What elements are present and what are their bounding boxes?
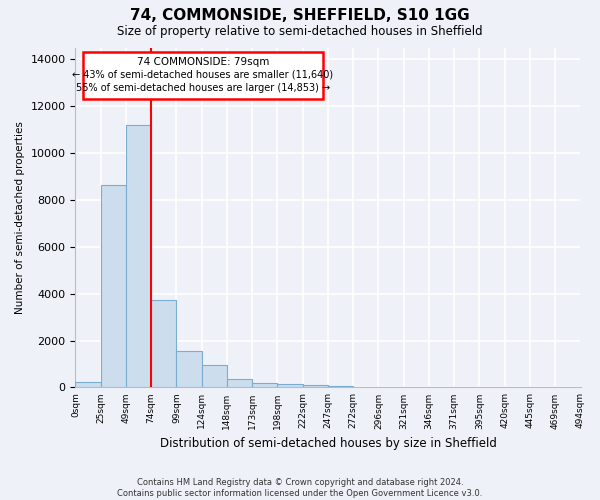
Bar <box>151 300 176 388</box>
Bar <box>302 386 328 388</box>
Bar <box>227 379 252 388</box>
FancyBboxPatch shape <box>83 52 323 99</box>
Text: 55% of semi-detached houses are larger (14,853) →: 55% of semi-detached houses are larger (… <box>76 82 330 92</box>
Bar <box>277 384 302 388</box>
Bar <box>101 184 126 388</box>
Bar <box>176 351 202 388</box>
Text: ← 43% of semi-detached houses are smaller (11,640): ← 43% of semi-detached houses are smalle… <box>73 70 334 80</box>
Bar <box>126 125 151 388</box>
Text: 74, COMMONSIDE, SHEFFIELD, S10 1GG: 74, COMMONSIDE, SHEFFIELD, S10 1GG <box>130 8 470 22</box>
Text: Size of property relative to semi-detached houses in Sheffield: Size of property relative to semi-detach… <box>117 25 483 38</box>
Bar <box>328 386 353 388</box>
Y-axis label: Number of semi-detached properties: Number of semi-detached properties <box>15 121 25 314</box>
Bar <box>76 382 101 388</box>
X-axis label: Distribution of semi-detached houses by size in Sheffield: Distribution of semi-detached houses by … <box>160 437 496 450</box>
Bar <box>252 382 277 388</box>
Text: Contains HM Land Registry data © Crown copyright and database right 2024.
Contai: Contains HM Land Registry data © Crown c… <box>118 478 482 498</box>
Text: 74 COMMONSIDE: 79sqm: 74 COMMONSIDE: 79sqm <box>137 57 269 67</box>
Bar <box>202 365 227 388</box>
